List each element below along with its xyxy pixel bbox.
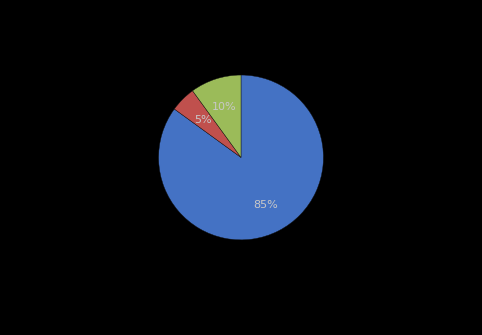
Wedge shape <box>174 91 241 157</box>
Text: 10%: 10% <box>212 102 237 112</box>
Text: 5%: 5% <box>194 115 212 125</box>
Wedge shape <box>193 75 241 157</box>
Text: 85%: 85% <box>253 200 278 210</box>
Wedge shape <box>159 75 323 240</box>
